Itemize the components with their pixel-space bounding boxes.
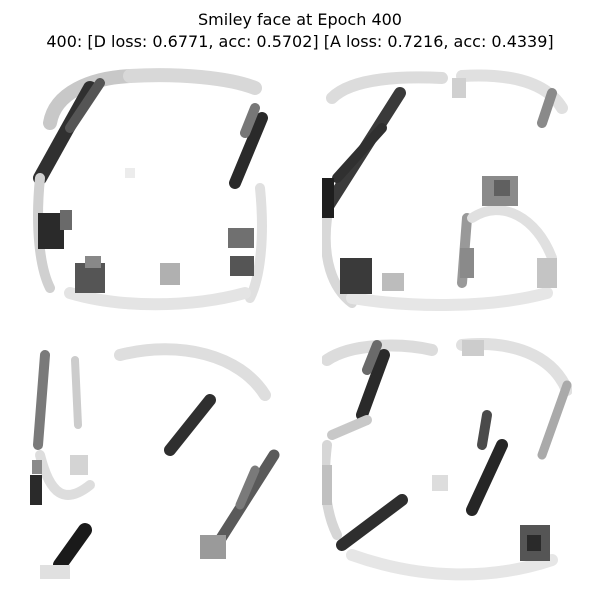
outline-stroke <box>43 69 137 130</box>
light-blob <box>382 273 404 291</box>
outline-stroke <box>123 68 262 95</box>
light-blob <box>537 258 557 288</box>
dark-blob <box>340 258 372 294</box>
dark-stroke <box>336 494 408 551</box>
training-metrics-subtitle: 400: [D loss: 0.6771, acc: 0.5702] [A lo… <box>46 32 554 51</box>
dark-blob <box>230 256 254 276</box>
mid-stroke <box>537 380 572 460</box>
dark-stroke <box>164 394 216 456</box>
outline-stroke <box>346 549 558 581</box>
light-blob <box>452 78 466 98</box>
mid-stroke <box>537 88 557 128</box>
light-blob <box>40 565 70 579</box>
mid-stroke <box>33 350 50 450</box>
dark-blob <box>30 475 42 505</box>
outline-stroke <box>346 287 553 311</box>
mid-blob <box>460 248 474 278</box>
mid-stroke <box>477 410 492 450</box>
outline-stroke <box>245 183 267 303</box>
sample-blobs <box>38 168 254 293</box>
mid-blob <box>32 460 42 474</box>
outline-stroke <box>114 343 271 401</box>
light-blob <box>125 168 135 178</box>
dark-stroke <box>466 439 508 516</box>
outline-stroke <box>35 450 95 500</box>
light-blob <box>160 263 180 285</box>
mid-blob <box>85 256 101 268</box>
outline-stroke <box>64 287 251 311</box>
sample-blobs <box>322 340 550 561</box>
outline-stroke <box>71 356 82 429</box>
generated-sample-panel-2 <box>322 68 572 318</box>
light-blob <box>462 340 484 356</box>
dark-blob <box>322 178 334 218</box>
outline-stroke <box>467 205 557 263</box>
sample-blobs <box>322 78 557 294</box>
sample-strokes <box>322 338 572 581</box>
dark-blob <box>228 228 254 248</box>
outline-stroke <box>327 415 372 440</box>
sample-strokes <box>33 343 280 572</box>
sample-strokes <box>33 68 268 311</box>
generated-sample-panel-1 <box>30 68 280 318</box>
sample-blobs <box>30 455 226 579</box>
mid-blob <box>494 180 510 196</box>
dark-stroke <box>53 523 92 572</box>
outline-stroke <box>326 71 448 104</box>
mid-blob <box>200 535 226 559</box>
light-blob <box>322 465 332 505</box>
mid-stroke <box>235 465 260 510</box>
outline-stroke <box>456 69 568 114</box>
light-blob <box>70 455 88 475</box>
generated-sample-image-4 <box>322 338 572 581</box>
generated-sample-panel-4 <box>322 335 572 585</box>
generated-sample-image-1 <box>33 68 268 311</box>
light-blob <box>432 475 448 491</box>
dark-blob <box>527 535 541 551</box>
generated-sample-image-3 <box>30 343 280 579</box>
dark-stroke <box>65 78 105 133</box>
dark-stroke <box>356 349 390 421</box>
figure-title: Smiley face at Epoch 400 <box>198 10 402 29</box>
mid-stroke <box>240 103 260 138</box>
generated-sample-panel-3 <box>30 335 280 585</box>
generated-sample-image-2 <box>322 69 568 311</box>
dark-blob <box>38 213 64 249</box>
mid-blob <box>60 210 72 230</box>
dark-stroke <box>332 123 387 183</box>
mid-stroke <box>362 340 382 375</box>
dark-stroke <box>229 112 268 189</box>
sample-strokes <box>322 69 568 311</box>
